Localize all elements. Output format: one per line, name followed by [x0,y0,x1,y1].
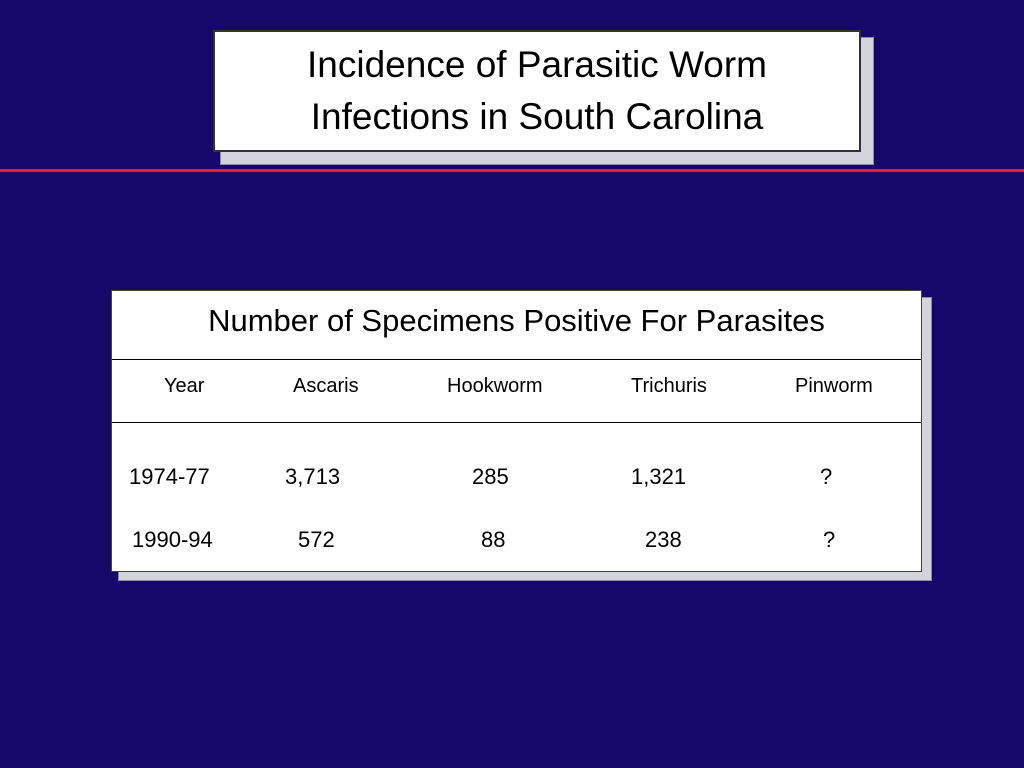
slide-title-box: Incidence of Parasitic Worm Infections i… [213,30,861,152]
slide-title-line-2: Infections in South Carolina [310,96,764,137]
table-title: Number of Specimens Positive For Parasit… [208,303,825,338]
slide-title-line-1: Incidence of Parasitic Worm [307,44,767,85]
table-cell-pinworm: ? [820,464,833,489]
table-cell-trichuris: 1,321 [631,464,687,489]
header-year: Year [164,375,205,397]
title-divider [0,169,1024,172]
table-title-divider [112,359,921,360]
table-cell-trichuris: 238 [645,527,682,552]
header-trichuris: Trichuris [631,375,707,397]
table-cell-hookworm: 88 [481,527,506,552]
header-ascaris: Ascaris [293,375,359,397]
table-header-divider [112,422,921,423]
header-pinworm: Pinworm [795,375,873,397]
table-cell-pinworm: ? [823,527,836,552]
table-cell-ascaris: 572 [298,527,335,552]
table-cell-ascaris: 3,713 [285,464,341,489]
table-cell-year: 1990-94 [132,527,213,552]
header-hookworm: Hookworm [447,375,543,397]
table-cell-hookworm: 285 [472,464,509,489]
slide-title: Incidence of Parasitic Worm Infections i… [307,39,767,143]
table-cell-year: 1974-77 [129,464,210,489]
table-panel: Number of Specimens Positive For Parasit… [111,290,922,572]
